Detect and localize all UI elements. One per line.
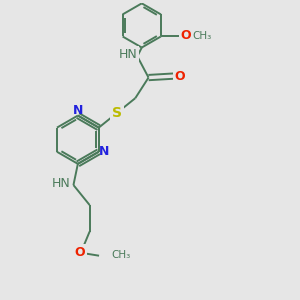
Text: HN: HN xyxy=(119,47,138,61)
Text: O: O xyxy=(74,246,85,259)
Text: CH₃: CH₃ xyxy=(111,250,131,260)
Text: HN: HN xyxy=(52,177,70,190)
Text: O: O xyxy=(175,70,185,83)
Text: CH₃: CH₃ xyxy=(192,31,212,41)
Text: O: O xyxy=(181,29,191,42)
Text: S: S xyxy=(112,106,122,120)
Text: N: N xyxy=(73,104,84,117)
Text: N: N xyxy=(99,145,109,158)
